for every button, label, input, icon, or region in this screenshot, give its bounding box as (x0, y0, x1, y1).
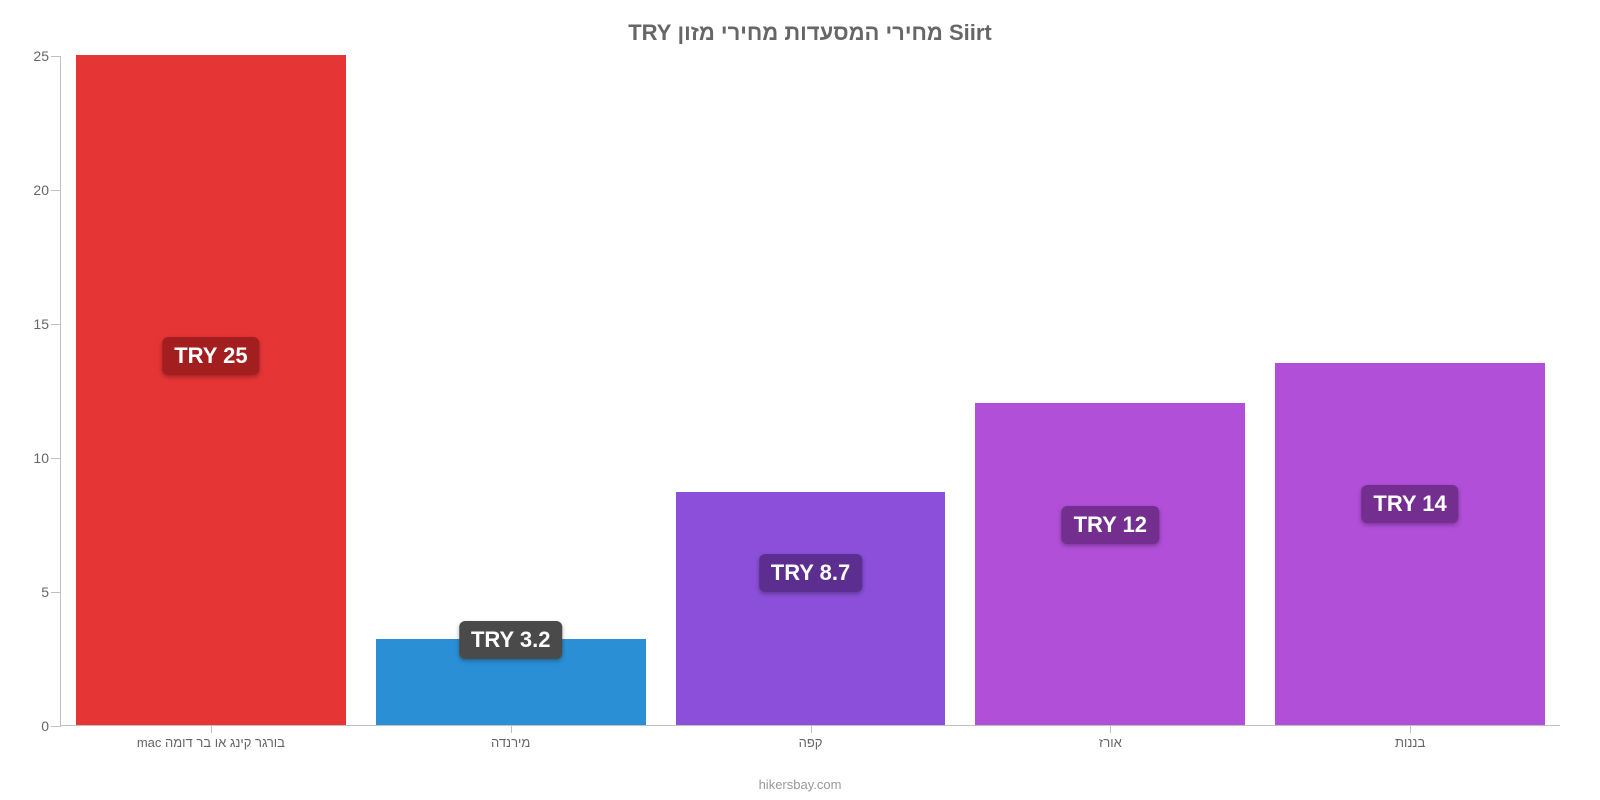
x-axis-label: קפה (799, 725, 823, 750)
bar-value-label: TRY 25 (162, 337, 259, 375)
y-axis-label: 10 (33, 450, 61, 466)
y-axis-label: 15 (33, 316, 61, 332)
bar-value-label: TRY 14 (1361, 485, 1458, 523)
y-axis-label: 0 (41, 718, 61, 734)
bar (676, 492, 946, 725)
x-axis-label: בננות (1395, 725, 1425, 750)
y-axis-label: 20 (33, 182, 61, 198)
bar (76, 55, 346, 725)
y-axis-label: 5 (41, 584, 61, 600)
x-axis-label: בורגר קינג או בר דומה mac (137, 725, 285, 750)
x-axis-label: אורז (1099, 725, 1122, 750)
chart-title: Siirt מחירי המסעדות מחירי מזון TRY (60, 20, 1560, 46)
x-axis-label: מירנדה (491, 725, 530, 750)
bar-value-label: TRY 8.7 (759, 554, 862, 592)
y-axis-label: 25 (33, 48, 61, 64)
chart-footer: hikersbay.com (759, 777, 842, 792)
bar-value-label: TRY 3.2 (459, 621, 562, 659)
bar-value-label: TRY 12 (1062, 506, 1159, 544)
chart-container: Siirt מחירי המסעדות מחירי מזון TRY 05101… (0, 0, 1600, 800)
plot-area: 0510152025בורגר קינג או בר דומה macTRY 2… (60, 56, 1560, 726)
bar (975, 403, 1245, 725)
bar (1275, 363, 1545, 725)
